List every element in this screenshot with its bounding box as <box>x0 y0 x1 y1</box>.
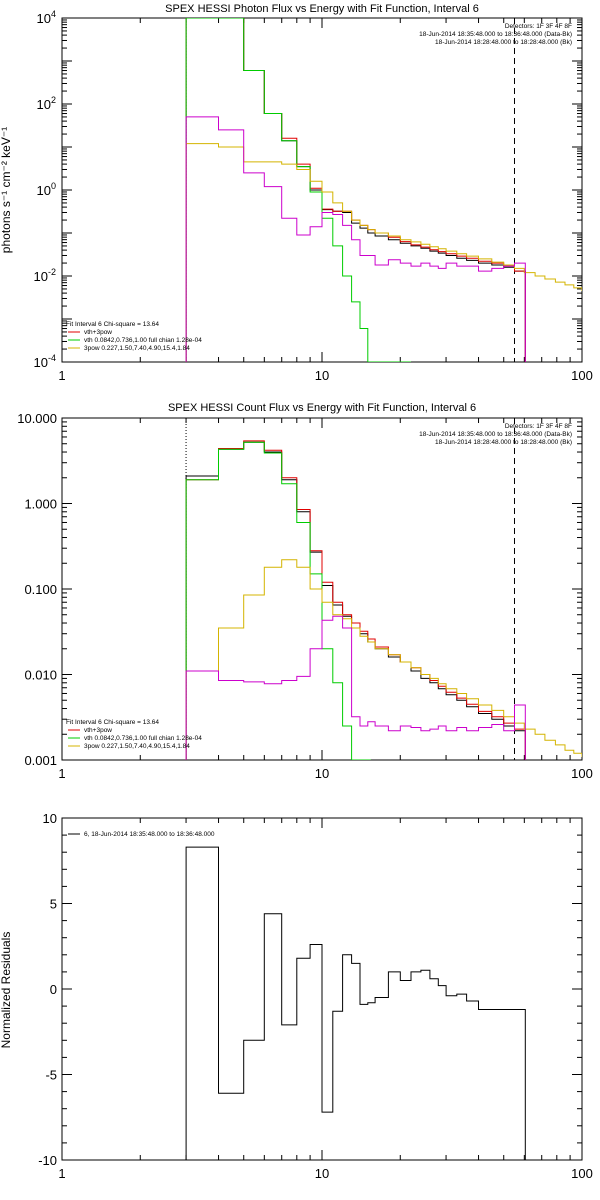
header-text: 18-Jun-2014 18:35:48.000 to 18:36:48.000… <box>419 431 572 438</box>
y-tick-label: 104 <box>37 9 56 26</box>
header-text: 18-Jun-2014 18:28:48.000 to 18:28:48.000… <box>435 439 572 446</box>
x-tick-label: 100 <box>571 1166 593 1181</box>
photon-flux-y-axis-label: photons s⁻¹ cm⁻² keV⁻¹ <box>0 127 13 253</box>
legend-text: vth+3pow <box>84 727 112 734</box>
y-tick-label: 102 <box>37 95 56 112</box>
series-line-4 <box>185 615 526 760</box>
x-tick-label: 100 <box>571 368 593 383</box>
x-tick-label: 1 <box>58 1166 65 1181</box>
count-flux-title: SPEX HESSI Count Flux vs Energy with Fit… <box>168 402 476 414</box>
legend-text: Fit Interval 6 Chi-square = 13.64 <box>66 321 159 328</box>
legend-text: vth 0.0842,0.736,1.00 full chian 1.28e-0… <box>84 337 202 344</box>
y-tick-label: -5 <box>45 1068 57 1083</box>
residuals-panel: Normalized Residuals 1 10 100 -10 -5 0 5 10 6, 1… <box>0 811 593 1181</box>
y-tick-label: -10 <box>38 1153 57 1168</box>
series-line-0 <box>185 18 526 362</box>
y-tick-label: 0.010 <box>24 668 57 683</box>
legend-text: vth+3pow <box>84 329 112 336</box>
legend-text: 6, 18-Jun-2014 18:35:48.000 to 18:36:48.… <box>84 831 215 838</box>
x-tick-label: 10 <box>315 766 329 781</box>
x-tick-label: 10 <box>315 1166 329 1181</box>
series-group <box>185 846 526 1160</box>
y-tick-label: 0.001 <box>24 753 57 768</box>
x-tick-label: 1 <box>58 766 65 781</box>
legend-text: Fit Interval 6 Chi-square = 13.64 <box>66 719 159 726</box>
y-tick-label: 10 <box>43 811 57 826</box>
y-tick-label: 5 <box>50 897 57 912</box>
header-text: Detectors: 1F 3F 4F 8F <box>505 23 572 30</box>
series-line-1 <box>185 18 526 362</box>
y-tick-label: 1.000 <box>24 497 57 512</box>
x-tick-label: 10 <box>315 368 329 383</box>
residuals-y-axis-label: Normalized Residuals <box>0 932 13 1049</box>
y-tick-label: 100 <box>37 181 56 198</box>
series-line-4 <box>185 116 526 362</box>
y-tick-label: 0.100 <box>24 582 57 597</box>
header-text: 18-Jun-2014 18:35:48.000 to 18:36:48.000… <box>419 31 572 38</box>
legend-text: 3pow 0.227,1.50,7.40,4.90,15.4,1.84 <box>84 345 190 352</box>
photon-flux-title: SPEX HESSI Photon Flux vs Energy with Fi… <box>165 3 479 15</box>
count-flux-panel: SPEX HESSI Count Flux vs Energy with Fit… <box>17 402 593 781</box>
x-tick-label: 1 <box>58 368 65 383</box>
x-tick-label: 100 <box>571 766 593 781</box>
series-group <box>185 18 582 362</box>
y-tick-label: 10-2 <box>34 267 56 284</box>
series-line-0 <box>185 846 526 1160</box>
series-line-1 <box>185 440 526 760</box>
y-tick-label: 0 <box>50 982 57 997</box>
series-line-3 <box>185 559 582 760</box>
legend-text: vth 0.0842,0.736,1.00 full chian 1.28e-0… <box>84 735 202 742</box>
legend-text: 3pow 0.227,1.50,7.40,4.90,15.4,1.84 <box>84 743 190 750</box>
header-text: Detectors: 1F 3F 4F 8F <box>505 423 572 430</box>
y-tick-label: 10-4 <box>34 353 56 370</box>
y-tick-label: 10.000 <box>17 411 57 426</box>
series-line-2 <box>185 441 371 760</box>
series-line-0 <box>185 441 526 760</box>
header-text: 18-Jun-2014 18:28:48.000 to 18:28:48.000… <box>435 39 572 46</box>
series-line-3 <box>185 143 582 362</box>
series-group <box>185 440 582 760</box>
photon-flux-panel: SPEX HESSI Photon Flux vs Energy with Fi… <box>0 3 593 383</box>
series-line-2 <box>185 18 411 362</box>
